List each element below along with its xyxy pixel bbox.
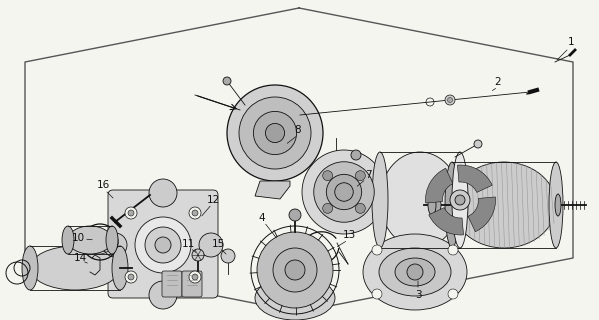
Ellipse shape	[452, 162, 556, 248]
Ellipse shape	[395, 258, 435, 286]
Text: 2: 2	[495, 77, 501, 87]
FancyBboxPatch shape	[108, 190, 218, 298]
Circle shape	[447, 98, 452, 102]
Circle shape	[285, 260, 305, 280]
Wedge shape	[429, 208, 464, 235]
Circle shape	[407, 264, 423, 280]
Ellipse shape	[355, 203, 365, 213]
Text: 15: 15	[211, 239, 225, 249]
Text: 1: 1	[568, 37, 574, 47]
Wedge shape	[458, 165, 492, 192]
Circle shape	[155, 237, 171, 253]
FancyBboxPatch shape	[182, 271, 202, 297]
Circle shape	[372, 245, 382, 255]
Circle shape	[128, 274, 134, 280]
Circle shape	[239, 97, 311, 169]
Circle shape	[223, 77, 231, 85]
Circle shape	[103, 233, 127, 257]
Circle shape	[192, 274, 198, 280]
Ellipse shape	[379, 248, 451, 296]
Ellipse shape	[112, 246, 128, 290]
Ellipse shape	[68, 226, 112, 254]
Circle shape	[189, 271, 201, 283]
Circle shape	[149, 179, 177, 207]
Circle shape	[314, 162, 374, 222]
Circle shape	[192, 210, 198, 216]
Circle shape	[265, 124, 285, 143]
Ellipse shape	[355, 171, 365, 181]
Text: 12: 12	[207, 195, 220, 205]
Ellipse shape	[555, 194, 561, 216]
Ellipse shape	[549, 162, 563, 248]
Text: 3: 3	[415, 290, 421, 300]
FancyBboxPatch shape	[162, 271, 182, 297]
Wedge shape	[468, 197, 495, 232]
Circle shape	[448, 289, 458, 299]
Circle shape	[273, 248, 317, 292]
Circle shape	[474, 140, 482, 148]
Circle shape	[128, 210, 134, 216]
Text: 7: 7	[365, 170, 371, 180]
Circle shape	[455, 195, 465, 205]
Ellipse shape	[289, 209, 301, 221]
Ellipse shape	[323, 171, 332, 181]
Circle shape	[227, 85, 323, 181]
Text: 13: 13	[343, 230, 356, 240]
Ellipse shape	[380, 152, 460, 248]
Ellipse shape	[255, 276, 335, 320]
Ellipse shape	[106, 226, 118, 254]
Ellipse shape	[62, 226, 74, 254]
Circle shape	[351, 150, 361, 160]
Circle shape	[125, 271, 137, 283]
Circle shape	[253, 111, 297, 155]
Ellipse shape	[323, 203, 332, 213]
Ellipse shape	[30, 246, 120, 290]
Circle shape	[135, 217, 191, 273]
Circle shape	[372, 289, 382, 299]
Text: 8: 8	[295, 125, 301, 135]
Circle shape	[450, 190, 470, 210]
Circle shape	[192, 249, 204, 261]
Circle shape	[199, 233, 223, 257]
Circle shape	[125, 207, 137, 219]
Circle shape	[335, 183, 353, 201]
Ellipse shape	[363, 234, 467, 310]
Ellipse shape	[428, 195, 436, 215]
Text: 4: 4	[259, 213, 265, 223]
Ellipse shape	[452, 152, 468, 248]
Circle shape	[145, 227, 181, 263]
Ellipse shape	[445, 162, 459, 248]
Circle shape	[221, 249, 235, 263]
Circle shape	[448, 245, 458, 255]
Polygon shape	[255, 181, 290, 199]
Ellipse shape	[257, 232, 333, 308]
Ellipse shape	[433, 197, 441, 213]
Circle shape	[445, 95, 455, 105]
Circle shape	[326, 174, 362, 210]
Wedge shape	[425, 168, 453, 203]
Text: 10: 10	[71, 233, 84, 243]
Text: 11: 11	[181, 239, 195, 249]
Circle shape	[302, 150, 386, 234]
Circle shape	[149, 281, 177, 309]
Ellipse shape	[372, 152, 388, 248]
Circle shape	[189, 207, 201, 219]
Text: 14: 14	[73, 253, 87, 263]
Ellipse shape	[22, 246, 38, 290]
Text: 16: 16	[96, 180, 110, 190]
